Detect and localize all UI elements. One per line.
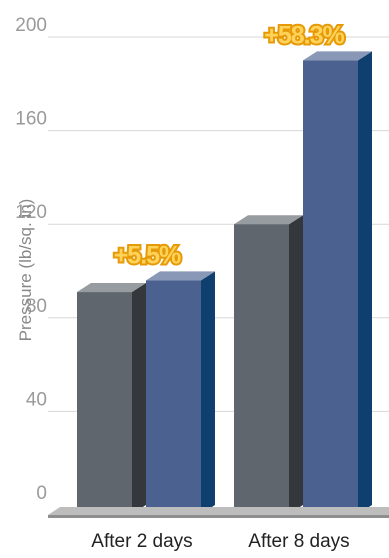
bar bbox=[146, 280, 201, 514]
y-tick-label: 0 bbox=[36, 483, 47, 504]
bar-side bbox=[132, 283, 146, 514]
chart-floor bbox=[48, 507, 389, 518]
x-tick-labels: After 2 days After 8 days bbox=[91, 531, 349, 552]
y-tick-labels: 0 40 80 120 160 200 bbox=[15, 15, 47, 504]
bar-side bbox=[201, 271, 215, 514]
bar-side bbox=[358, 51, 372, 515]
floor-front bbox=[48, 515, 389, 518]
bar-side bbox=[289, 215, 303, 514]
annotations: +5.5% +58.3% bbox=[112, 19, 348, 271]
floor-top bbox=[48, 507, 389, 515]
bar bbox=[234, 224, 289, 514]
x-tick-label: After 8 days bbox=[248, 531, 349, 552]
bar bbox=[303, 60, 358, 515]
bar-top bbox=[303, 51, 372, 61]
y-tick-label: 80 bbox=[26, 296, 47, 317]
y-tick-label: 200 bbox=[15, 15, 47, 36]
y-tick-label: 120 bbox=[15, 202, 47, 223]
bar bbox=[77, 292, 132, 514]
bar-top bbox=[146, 271, 215, 281]
y-tick-label: 160 bbox=[15, 109, 47, 130]
y-axis-label: Pressure (lb/sq. in) bbox=[16, 199, 35, 342]
x-tick-label: After 2 days bbox=[91, 531, 192, 552]
bars bbox=[77, 51, 372, 515]
y-tick-label: 40 bbox=[26, 389, 47, 410]
bar-top bbox=[77, 283, 146, 293]
percent-change-annotation: +58.3% bbox=[264, 21, 344, 49]
percent-change-annotation: +5.5% bbox=[114, 241, 181, 269]
bar-top bbox=[234, 215, 303, 225]
